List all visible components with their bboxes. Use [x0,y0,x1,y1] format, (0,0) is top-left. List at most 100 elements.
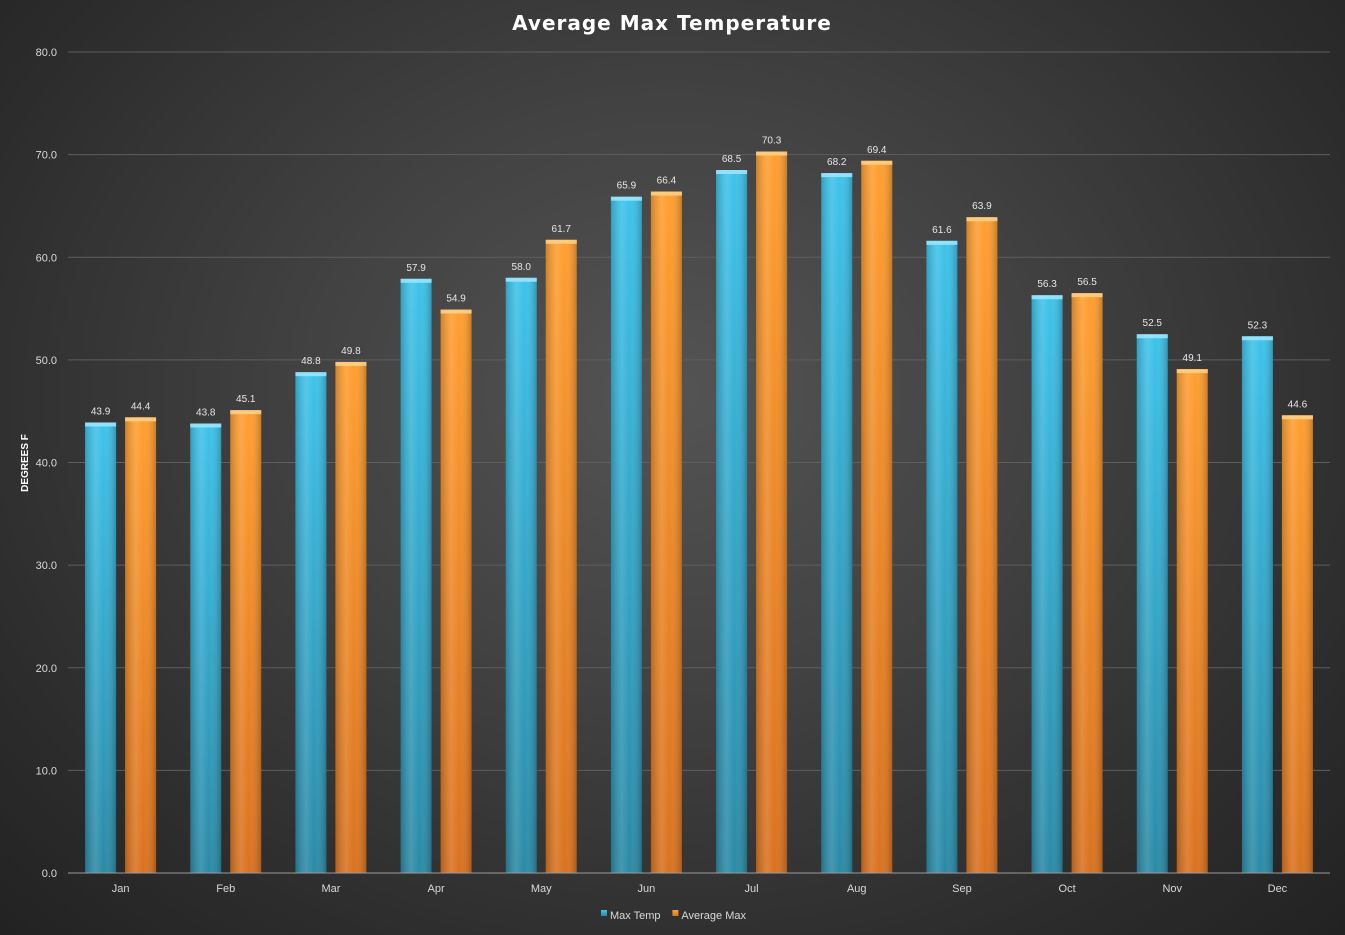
bars [85,151,1313,874]
bar-top-cap [821,173,853,178]
bar-average-max-jul [756,151,788,873]
y-tick-label: 60.0 [36,252,57,264]
bar-max-temp-apr [400,278,432,873]
x-tick-label: Sep [952,883,972,895]
x-tick-label: Apr [428,883,445,895]
bar-top-cap [1241,336,1273,341]
x-tick-label: Feb [216,883,235,895]
bar-shading [926,240,958,873]
y-tick-label: 30.0 [36,560,57,572]
bar-top-cap [1031,295,1063,300]
data-label: 49.8 [341,346,361,357]
x-tick-label: Jun [638,883,656,895]
bar-shading [190,423,222,873]
x-tick-label: Oct [1059,883,1076,895]
data-label: 68.5 [722,154,742,165]
bar-top-cap [756,151,788,156]
data-label: 52.3 [1248,320,1268,331]
bar-average-max-nov [1176,369,1208,873]
bar-shading [650,191,682,873]
bar-shading [1176,369,1208,873]
gridlines [68,51,1330,771]
bar-top-cap [926,240,958,245]
bar-max-temp-jun [610,196,642,874]
bar-shading [1281,415,1313,873]
data-label: 70.3 [762,136,782,147]
bar-top-cap [190,423,222,428]
bar-top-cap [295,372,327,377]
bar-shading [1031,295,1063,873]
y-tick-label: 20.0 [36,663,57,675]
bar-shading [400,278,432,873]
bar-max-temp-mar [295,372,327,873]
y-tick-label: 40.0 [36,458,57,470]
bar-shading [966,217,998,873]
bar-top-cap [650,191,682,196]
bar-top-cap [85,422,117,427]
bar-shading [1241,336,1273,873]
bar-shading [821,173,853,873]
bar-average-max-dec [1281,415,1313,873]
x-tick-label: Nov [1162,883,1182,895]
legend-label: Max Temp [610,910,661,922]
bar-top-cap [400,278,432,283]
x-tick-label: Aug [847,883,867,895]
bar-average-max-jan [125,417,157,873]
data-labels: 43.9 44.4 43.8 45.1 48.8 49.8 57.9 54.9 58.0 61.7… [91,136,1308,419]
bar-average-max-jun [650,191,682,873]
bar-average-max-sep [966,217,998,873]
bar-max-temp-jan [85,422,117,873]
chart-title: Average Max Temperature [512,11,832,35]
bar-shading [756,151,788,873]
data-label: 63.9 [972,201,992,212]
bar-shading [861,160,893,874]
bar-shading [1071,293,1103,873]
data-label: 58.0 [512,262,532,273]
bar-average-max-aug [861,160,893,874]
bar-max-temp-sep [926,240,958,873]
y-axis-label: DEGREES F [20,434,31,492]
bar-shading [505,277,537,873]
legend-label: Average Max [681,910,746,922]
data-label: 68.2 [827,157,847,168]
data-label: 69.4 [867,145,887,156]
bar-shading [610,196,642,874]
bar-average-max-mar [335,361,367,873]
bar-top-cap [125,417,157,422]
x-tick-label: Dec [1268,883,1288,895]
bar-top-cap [966,217,998,222]
data-label: 57.9 [406,263,426,274]
bar-top-cap [335,361,367,366]
data-label: 56.3 [1037,279,1057,290]
data-label: 61.6 [932,225,952,236]
bar-max-temp-feb [190,423,222,873]
bar-max-temp-jul [716,170,748,874]
data-label: 52.5 [1143,318,1163,329]
legend-swatch [601,910,607,916]
data-label: 48.8 [301,356,321,367]
bar-shading [1136,334,1168,873]
bar-max-temp-may [505,277,537,873]
bar-max-temp-aug [821,173,853,873]
legend: Max Temp Average Max [601,910,747,922]
bar-top-cap [610,196,642,201]
y-tick-label: 80.0 [36,47,57,59]
legend-swatch [672,910,679,916]
x-tick-label: Jan [112,883,130,895]
bar-shading [335,361,367,873]
y-tick-label: 0.0 [42,868,57,880]
bar-average-max-apr [440,309,472,873]
x-tick-labels: Jan Feb Mar Apr May Jun Jul Aug Sep Oct Nov Dec [112,883,1288,895]
bar-max-temp-dec [1241,336,1273,873]
y-tick-label: 50.0 [36,355,57,367]
bar-top-cap [230,410,262,415]
bar-top-cap [1136,334,1168,339]
data-label: 45.1 [236,394,256,405]
data-label: 66.4 [657,176,677,187]
x-tick-label: May [531,883,552,895]
data-label: 56.5 [1077,277,1097,288]
bar-shading [85,422,117,873]
bar-top-cap [861,160,893,165]
bar-average-max-oct [1071,293,1103,873]
